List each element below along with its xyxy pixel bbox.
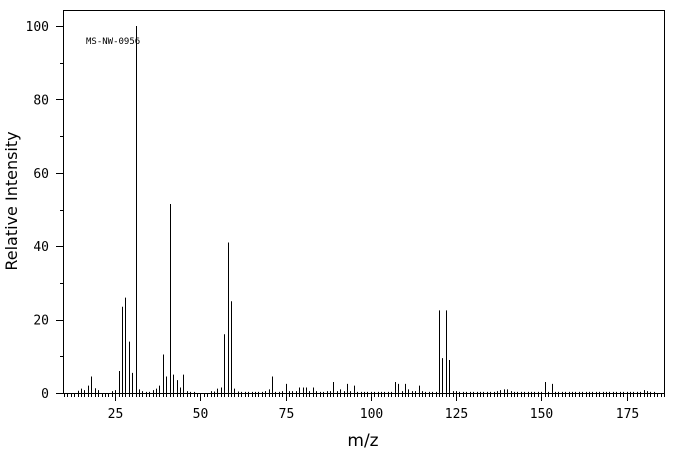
x-tick-label: 150 [530, 407, 553, 422]
y-axis-title: Relative Intensity [2, 131, 21, 270]
x-axis-title: m/z [347, 431, 378, 451]
y-tick-label: 0 [41, 387, 49, 402]
x-axis-ticks: 25 50 75 100 125 150 175 [108, 393, 639, 422]
y-tick-label: 100 [26, 20, 49, 35]
x-tick-label: 125 [445, 407, 468, 422]
spectrum-peaks [78, 26, 655, 393]
x-tick-label: 100 [360, 407, 383, 422]
x-tick-label: 75 [279, 407, 295, 422]
y-tick-label: 60 [33, 167, 49, 182]
spectrum-id-annotation: MS-NW-0956 [86, 37, 140, 47]
y-tick-label: 80 [33, 93, 49, 108]
x-tick-label: 50 [193, 407, 209, 422]
plot-frame [63, 10, 665, 394]
x-tick-label: 25 [108, 407, 124, 422]
y-axis-ticks: 0 20 40 60 80 100 [26, 20, 64, 402]
y-tick-label: 20 [33, 314, 49, 329]
y-tick-label: 40 [33, 240, 49, 255]
x-tick-label: 175 [616, 407, 639, 422]
